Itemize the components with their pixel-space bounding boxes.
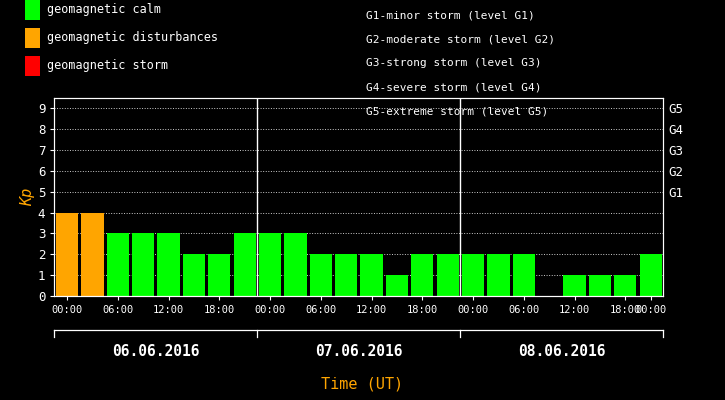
Bar (614, 275, 637, 296)
Text: G4-severe storm (level G4): G4-severe storm (level G4) (366, 82, 542, 92)
Bar (563, 275, 586, 296)
Text: geomagnetic disturbances: geomagnetic disturbances (47, 32, 218, 44)
Bar (462, 254, 484, 296)
Text: G2-moderate storm (level G2): G2-moderate storm (level G2) (366, 34, 555, 44)
Bar (335, 254, 357, 296)
Bar (639, 254, 662, 296)
Bar (360, 254, 383, 296)
Bar (259, 234, 281, 296)
Text: Time (UT): Time (UT) (321, 376, 404, 391)
Text: 07.06.2016: 07.06.2016 (315, 344, 402, 360)
Text: geomagnetic calm: geomagnetic calm (47, 4, 161, 16)
Bar (386, 275, 408, 296)
Bar (411, 254, 434, 296)
Text: 06.06.2016: 06.06.2016 (112, 344, 199, 360)
Bar (513, 254, 535, 296)
Bar (233, 234, 256, 296)
Bar (56, 213, 78, 296)
Bar (107, 234, 129, 296)
Bar (284, 234, 307, 296)
Bar (436, 254, 459, 296)
Bar (589, 275, 611, 296)
Text: geomagnetic storm: geomagnetic storm (47, 60, 168, 72)
Bar (81, 213, 104, 296)
Bar (487, 254, 510, 296)
Y-axis label: Kp: Kp (20, 188, 35, 206)
Text: G1-minor storm (level G1): G1-minor storm (level G1) (366, 10, 535, 20)
Bar (157, 234, 180, 296)
Bar (132, 234, 154, 296)
Text: 08.06.2016: 08.06.2016 (518, 344, 605, 360)
Text: G5-extreme storm (level G5): G5-extreme storm (level G5) (366, 106, 548, 116)
Bar (310, 254, 332, 296)
Text: G3-strong storm (level G3): G3-strong storm (level G3) (366, 58, 542, 68)
Bar (183, 254, 205, 296)
Bar (208, 254, 231, 296)
